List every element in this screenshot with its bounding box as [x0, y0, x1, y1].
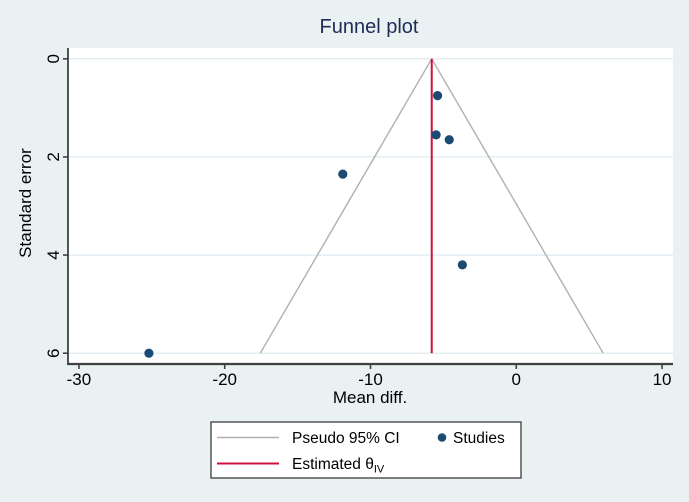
study-point-2	[431, 130, 441, 140]
x-tick-label--20: -20	[212, 370, 237, 389]
y-tick-labels: 0 2 4 6	[44, 54, 63, 358]
x-tick-label--10: -10	[358, 370, 383, 389]
y-tick-label-6: 6	[44, 348, 63, 357]
study-point-5	[457, 260, 467, 270]
x-tick-label-10: 10	[653, 370, 672, 389]
gridlines	[68, 58, 673, 354]
pseudo-ci-lines	[259, 58, 604, 354]
x-tick-label--30: -30	[67, 370, 92, 389]
legend: Pseudo 95% CI Studies Estimated θIV	[210, 421, 522, 479]
x-tick-labels: -30 -20 -10 0 10	[67, 370, 672, 389]
y-axis-label: Standard error	[16, 148, 35, 258]
legend-label-1: Pseudo 95% CI	[292, 430, 400, 447]
pseudo-ci-line-left	[259, 58, 433, 354]
study-point-4	[338, 169, 348, 179]
legend-box	[210, 421, 522, 479]
plot-area	[68, 48, 673, 364]
y-tick-label-2: 2	[44, 152, 63, 161]
study-point-6	[144, 348, 154, 358]
x-tick-label-0: 0	[512, 370, 521, 389]
legend-label-2: Studies	[453, 430, 505, 447]
study-point-1	[432, 90, 443, 101]
y-tick-label-4: 4	[44, 250, 63, 259]
x-axis-label: Mean diff.	[333, 388, 407, 407]
y-tick-label-0: 0	[44, 54, 63, 63]
study-points	[144, 90, 467, 358]
chart-title: Funnel plot	[320, 16, 419, 38]
axes	[63, 48, 673, 369]
legend-swatch-dot	[437, 433, 447, 442]
legend-label-3: Estimated θIV	[292, 456, 385, 476]
pseudo-ci-line-right	[431, 58, 604, 354]
study-point-3	[444, 135, 454, 145]
legend-label-subscript: IV	[374, 464, 385, 476]
